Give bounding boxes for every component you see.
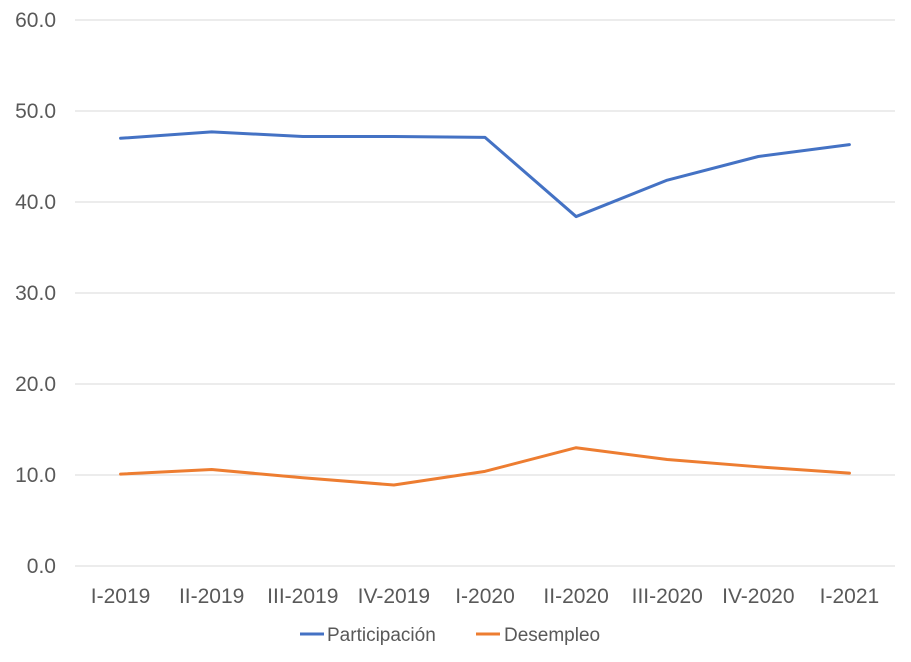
series-lines bbox=[119, 130, 851, 487]
y-axis-tick-labels: 0.0 10.0 20.0 30.0 40.0 50.0 60.0 bbox=[15, 9, 56, 578]
x-tick-label: IV-2019 bbox=[358, 585, 430, 608]
x-tick-label: I-2020 bbox=[455, 585, 515, 608]
series-line-1 bbox=[119, 446, 851, 487]
x-tick-label: I-2021 bbox=[820, 585, 880, 608]
y-tick-label: 60.0 bbox=[15, 9, 56, 32]
y-tick-label: 10.0 bbox=[15, 464, 56, 487]
x-tick-label: II-2019 bbox=[179, 585, 244, 608]
x-tick-label: II-2020 bbox=[543, 585, 608, 608]
x-tick-label: I-2019 bbox=[91, 585, 151, 608]
x-tick-label: III-2019 bbox=[267, 585, 338, 608]
legend-label: Participación bbox=[327, 625, 436, 646]
legend: Participación Desempleo bbox=[300, 625, 600, 646]
x-tick-label: III-2020 bbox=[632, 585, 703, 608]
y-tick-label: 20.0 bbox=[15, 373, 56, 396]
x-tick-label: IV-2020 bbox=[722, 585, 794, 608]
y-tick-label: 0.0 bbox=[27, 555, 56, 578]
y-tick-label: 40.0 bbox=[15, 191, 56, 214]
legend-item-1: Desempleo bbox=[476, 625, 600, 646]
series-line-0 bbox=[119, 130, 851, 219]
y-tick-label: 30.0 bbox=[15, 282, 56, 305]
y-tick-label: 50.0 bbox=[15, 100, 56, 123]
legend-item-0: Participación bbox=[300, 625, 436, 646]
x-axis-tick-labels: I-2019 II-2019 III-2019 IV-2019 I-2020 II-202… bbox=[91, 585, 879, 608]
legend-label: Desempleo bbox=[504, 625, 600, 646]
gridlines bbox=[75, 19, 895, 567]
